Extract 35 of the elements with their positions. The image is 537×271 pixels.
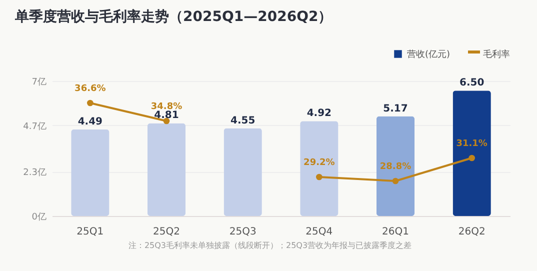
data-label: 4.92 bbox=[306, 108, 332, 120]
y-tick-label: 0亿 bbox=[32, 212, 46, 222]
bar bbox=[71, 129, 110, 216]
x-tick-label: 25Q4 bbox=[306, 226, 333, 238]
data-label: 4.55 bbox=[230, 115, 256, 126]
data-label: 28.8% bbox=[380, 162, 412, 172]
text: 注：25Q3毛利率未单独披露（线段断开）；25Q3营收为年报与已披露季度之差 bbox=[128, 241, 412, 250]
point bbox=[87, 100, 94, 106]
bar bbox=[300, 121, 338, 216]
x-tick-label: 25Q2 bbox=[153, 226, 180, 238]
bar bbox=[376, 116, 415, 216]
point bbox=[468, 154, 475, 162]
y-tick-label: 2.3亿 bbox=[23, 167, 46, 178]
x-tick-label: 26Q2 bbox=[458, 226, 486, 238]
data-label: 4.49 bbox=[78, 116, 103, 128]
y-tick-label: 4.7亿 bbox=[23, 120, 46, 132]
data-label: 34.8% bbox=[150, 102, 182, 112]
x-tick-label: 25Q3 bbox=[229, 226, 256, 238]
bar bbox=[452, 90, 491, 216]
legend-label: 营收(亿元) bbox=[407, 49, 450, 60]
data-label: 5.17 bbox=[383, 103, 408, 114]
x-tick-label: 26Q1 bbox=[382, 226, 409, 238]
data-label: 6.50 bbox=[459, 78, 484, 89]
legend-label: 毛利率 bbox=[483, 49, 510, 60]
data-label: 31.1% bbox=[456, 139, 488, 149]
data-label: 36.6% bbox=[74, 84, 106, 94]
data-label: 4.81 bbox=[154, 110, 179, 122]
point bbox=[316, 174, 322, 180]
bar bbox=[147, 123, 186, 216]
point bbox=[392, 178, 399, 184]
bar bbox=[224, 128, 262, 216]
y-tick-label: 7亿 bbox=[32, 76, 46, 88]
x-tick-label: 25Q1 bbox=[76, 226, 104, 238]
data-label: 29.2% bbox=[304, 158, 335, 168]
chart-title: 单季度营收与毛利率走势（2025Q1—2026Q2） bbox=[14, 8, 332, 25]
